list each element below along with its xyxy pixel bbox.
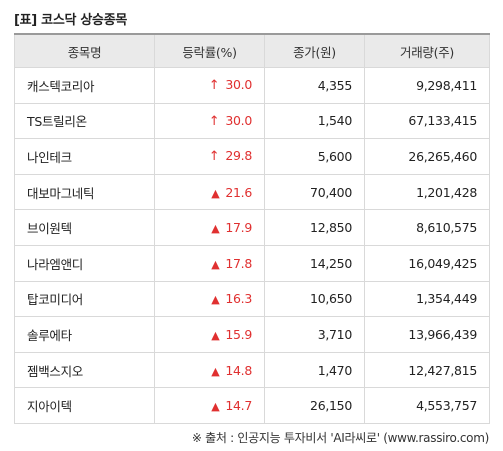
change-rate-cell: ↑ 30.0 — [154, 102, 265, 140]
stock-name: 캐스텍코리아 — [14, 67, 155, 104]
closing-price: 5,600 — [264, 138, 365, 175]
change-rate-value: 14.7 — [225, 398, 252, 414]
table-header-row: 종목명 등락률(%) 종가(원) 거래량(주) — [14, 33, 490, 68]
table-row: 솔루에타 ▲ 15.9 3,710 13,966,439 — [14, 316, 490, 353]
stock-name: 브이원텍 — [14, 209, 155, 246]
trading-volume: 1,201,428 — [364, 173, 490, 211]
up-triangle-icon: ▲ — [211, 257, 220, 271]
trading-volume: 1,354,449 — [364, 280, 490, 318]
trading-volume: 12,427,815 — [364, 351, 490, 389]
change-rate-cell: ↑ 30.0 — [154, 67, 265, 104]
stock-name: 대보마그네틱 — [14, 173, 155, 211]
up-triangle-icon: ▲ — [211, 364, 220, 378]
trading-volume: 8,610,575 — [364, 209, 490, 246]
table-row: 탑코미디어 ▲ 16.3 10,650 1,354,449 — [14, 280, 490, 318]
stock-table: 종목명 등락률(%) 종가(원) 거래량(주) 캐스텍코리아 ↑ 30.0 4,355… — [14, 33, 490, 424]
trading-volume: 4,553,757 — [364, 387, 490, 424]
column-header-name: 종목명 — [14, 33, 155, 68]
closing-price: 26,150 — [264, 387, 365, 424]
table-body: 캐스텍코리아 ↑ 30.0 4,355 9,298,411 TS트릴리온 ↑ 30.0 1,54… — [14, 67, 490, 424]
stock-name: TS트릴리온 — [14, 102, 155, 140]
column-header-rate: 등락률(%) — [154, 33, 265, 68]
trading-volume: 9,298,411 — [364, 67, 490, 104]
stock-name: 나라엠앤디 — [14, 244, 155, 282]
table-row: 나인테크 ↑ 29.8 5,600 26,265,460 — [14, 138, 490, 175]
change-rate-cell: ▲ 14.7 — [154, 387, 265, 424]
stock-name: 지아이텍 — [14, 387, 155, 424]
column-header-price: 종가(원) — [264, 33, 365, 68]
change-rate-value: 15.9 — [225, 326, 252, 342]
closing-price: 10,650 — [264, 280, 365, 318]
trading-volume: 67,133,415 — [364, 102, 490, 140]
stock-name: 탑코미디어 — [14, 280, 155, 318]
up-triangle-icon: ▲ — [211, 186, 220, 200]
up-triangle-icon: ▲ — [211, 328, 220, 342]
change-rate-cell: ▲ 21.6 — [154, 173, 265, 211]
closing-price: 70,400 — [264, 173, 365, 211]
change-rate-cell: ▲ 15.9 — [154, 316, 265, 353]
change-rate-cell: ↑ 29.8 — [154, 138, 265, 175]
change-rate-value: 30.0 — [225, 77, 252, 93]
change-rate-cell: ▲ 14.8 — [154, 351, 265, 389]
change-rate-value: 30.0 — [225, 112, 252, 128]
change-rate-value: 21.6 — [225, 184, 252, 200]
table-row: 지아이텍 ▲ 14.7 26,150 4,553,757 — [14, 387, 490, 424]
closing-price: 12,850 — [264, 209, 365, 246]
column-header-volume: 거래량(주) — [364, 33, 490, 68]
up-arrow-icon: ↑ — [208, 78, 220, 94]
source-footnote: ※ 출처 : 인공지능 투자비서 'AI라씨로' (www.rassiro.co… — [191, 431, 489, 445]
change-rate-value: 17.8 — [225, 255, 252, 271]
table-row: TS트릴리온 ↑ 30.0 1,540 67,133,415 — [14, 102, 490, 140]
table-row: 젬백스지오 ▲ 14.8 1,470 12,427,815 — [14, 351, 490, 389]
trading-volume: 16,049,425 — [364, 244, 490, 282]
up-triangle-icon: ▲ — [211, 222, 220, 236]
change-rate-value: 16.3 — [225, 291, 252, 307]
table-container: 종목명 등락률(%) 종가(원) 거래량(주) 캐스텍코리아 ↑ 30.0 4,355… — [14, 33, 490, 424]
trading-volume: 26,265,460 — [364, 138, 490, 175]
up-triangle-icon: ▲ — [211, 293, 220, 307]
change-rate-value: 17.9 — [225, 220, 252, 236]
change-rate-value: 29.8 — [225, 148, 252, 164]
closing-price: 14,250 — [264, 244, 365, 282]
table-row: 대보마그네틱 ▲ 21.6 70,400 1,201,428 — [14, 173, 490, 211]
closing-price: 4,355 — [264, 67, 365, 104]
up-triangle-icon: ▲ — [211, 400, 220, 414]
stock-name: 나인테크 — [14, 138, 155, 175]
change-rate-cell: ▲ 16.3 — [154, 280, 265, 318]
up-arrow-icon: ↑ — [208, 113, 220, 129]
closing-price: 1,470 — [264, 351, 365, 389]
up-arrow-icon: ↑ — [208, 149, 220, 165]
table-row: 나라엠앤디 ▲ 17.8 14,250 16,049,425 — [14, 244, 490, 282]
closing-price: 3,710 — [264, 316, 365, 353]
table-row: 브이원텍 ▲ 17.9 12,850 8,610,575 — [14, 209, 490, 246]
trading-volume: 13,966,439 — [364, 316, 490, 353]
stock-name: 솔루에타 — [14, 316, 155, 353]
closing-price: 1,540 — [264, 102, 365, 140]
change-rate-cell: ▲ 17.8 — [154, 244, 265, 282]
page-title: [표] 코스닥 상승종목 — [14, 13, 128, 28]
table-row: 캐스텍코리아 ↑ 30.0 4,355 9,298,411 — [14, 67, 490, 104]
stock-name: 젬백스지오 — [14, 351, 155, 389]
change-rate-value: 14.8 — [225, 362, 252, 378]
change-rate-cell: ▲ 17.9 — [154, 209, 265, 246]
